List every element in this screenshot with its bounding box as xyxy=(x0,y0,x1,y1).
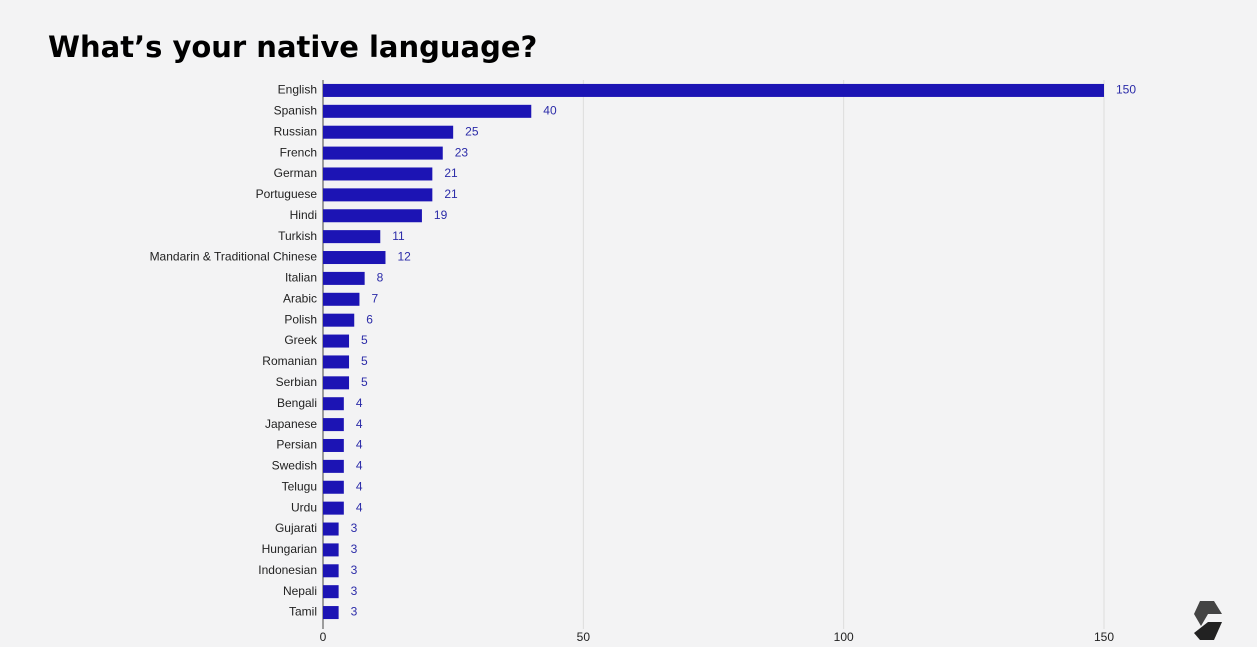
value-label: 150 xyxy=(1116,83,1136,97)
bar xyxy=(323,188,433,202)
y-tick-label: Bengali xyxy=(277,396,317,410)
x-tick-label: 150 xyxy=(1094,630,1114,644)
value-label: 8 xyxy=(377,271,384,285)
bar xyxy=(323,543,339,557)
bar xyxy=(323,251,386,265)
y-tick-label: Arabic xyxy=(283,291,317,305)
bar xyxy=(323,104,532,118)
bar xyxy=(323,501,344,515)
y-tick-label: Persian xyxy=(276,438,317,452)
value-label: 4 xyxy=(356,417,363,431)
y-tick-label: Spanish xyxy=(274,103,317,117)
y-tick-label: Italian xyxy=(285,271,317,285)
bar xyxy=(323,397,344,411)
value-label: 21 xyxy=(444,166,458,180)
value-label: 19 xyxy=(434,208,448,222)
y-tick-label: Nepali xyxy=(283,584,317,598)
chart-title: What’s your native language? xyxy=(48,30,537,64)
x-tick-label: 50 xyxy=(577,630,591,644)
value-label: 4 xyxy=(356,479,363,493)
y-tick-label: Hindi xyxy=(290,208,317,222)
value-label: 4 xyxy=(356,459,363,473)
value-label: 3 xyxy=(351,605,358,619)
y-tick-label: Turkish xyxy=(278,229,317,243)
bar xyxy=(323,313,355,327)
y-tick-label: Gujarati xyxy=(275,521,317,535)
bar xyxy=(323,83,1104,97)
bar xyxy=(323,606,339,620)
x-tick-label: 100 xyxy=(834,630,854,644)
bar xyxy=(323,209,422,223)
y-tick-label: Romanian xyxy=(262,354,317,368)
y-tick-label: Polish xyxy=(284,312,317,326)
value-label: 4 xyxy=(356,396,363,410)
y-tick-label: Japanese xyxy=(265,417,317,431)
bar xyxy=(323,292,360,306)
bar xyxy=(323,585,339,599)
value-label: 21 xyxy=(444,187,458,201)
value-label: 5 xyxy=(361,354,368,368)
value-label: 23 xyxy=(455,145,469,159)
y-tick-label: French xyxy=(280,145,317,159)
x-tick-label: 0 xyxy=(320,630,327,644)
y-tick-label: Mandarin & Traditional Chinese xyxy=(150,250,318,264)
bar xyxy=(323,146,443,160)
bar xyxy=(323,418,344,432)
bar xyxy=(323,459,344,473)
y-tick-label: German xyxy=(274,166,317,180)
y-tick-label: English xyxy=(278,83,317,97)
y-tick-label: Russian xyxy=(274,124,317,138)
logo xyxy=(1194,601,1222,640)
value-label: 3 xyxy=(351,563,358,577)
bar xyxy=(323,376,350,390)
bar xyxy=(323,480,344,494)
bar xyxy=(323,355,350,369)
value-label: 11 xyxy=(392,229,405,243)
bar xyxy=(323,125,454,139)
value-label: 3 xyxy=(351,521,358,535)
y-tick-label: Greek xyxy=(284,333,318,347)
bar xyxy=(323,271,365,285)
bar xyxy=(323,334,350,348)
bar xyxy=(323,522,339,536)
y-tick-label: Serbian xyxy=(276,375,317,389)
value-label: 4 xyxy=(356,438,363,452)
value-label: 5 xyxy=(361,375,368,389)
value-label: 25 xyxy=(465,124,479,138)
y-tick-label: Indonesian xyxy=(258,563,317,577)
y-tick-label: Portuguese xyxy=(256,187,318,201)
value-label: 3 xyxy=(351,584,358,598)
value-label: 7 xyxy=(371,291,378,305)
value-label: 3 xyxy=(351,542,358,556)
value-label: 40 xyxy=(543,103,557,117)
value-label: 5 xyxy=(361,333,368,347)
value-label: 12 xyxy=(397,250,411,264)
y-tick-label: Tamil xyxy=(289,605,317,619)
value-label: 4 xyxy=(356,500,363,514)
y-tick-label: Urdu xyxy=(291,500,317,514)
bar xyxy=(323,167,433,181)
y-tick-label: Telugu xyxy=(282,479,317,493)
bar xyxy=(323,230,381,244)
y-tick-label: Hungarian xyxy=(262,542,317,556)
y-tick-label: Swedish xyxy=(272,459,317,473)
value-label: 6 xyxy=(366,312,373,326)
bar xyxy=(323,564,339,578)
bar xyxy=(323,438,344,452)
